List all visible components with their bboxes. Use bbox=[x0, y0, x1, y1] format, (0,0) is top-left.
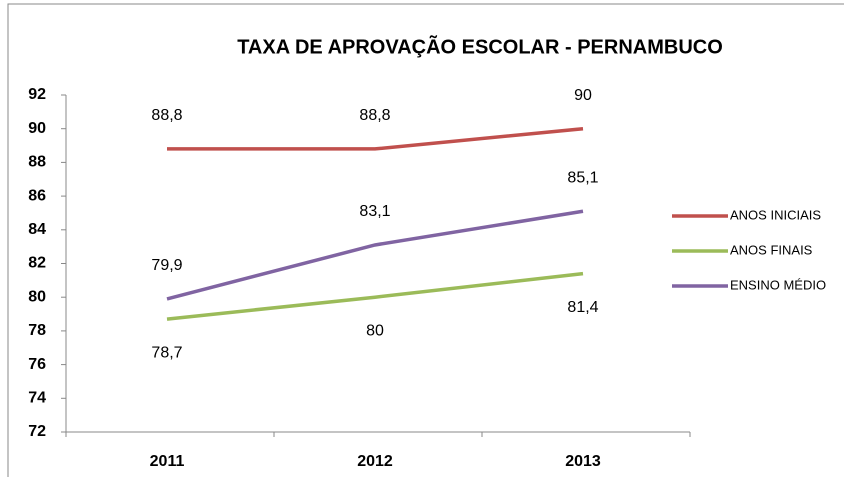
chart-frame bbox=[7, 3, 844, 477]
x-tick-label: 2012 bbox=[357, 453, 393, 470]
data-label: 80 bbox=[366, 322, 384, 339]
series-line bbox=[166, 209, 584, 301]
y-tick-label: 88 bbox=[28, 154, 46, 171]
data-label: 83,1 bbox=[359, 203, 390, 220]
data-label: 78,7 bbox=[151, 344, 182, 361]
legend-label: ANOS FINAIS bbox=[730, 242, 813, 257]
y-tick-label: 76 bbox=[28, 356, 46, 373]
y-tick-label: 86 bbox=[28, 187, 46, 204]
data-label: 81,4 bbox=[567, 299, 598, 316]
data-label: 90 bbox=[574, 87, 592, 104]
y-tick-label: 80 bbox=[28, 288, 46, 305]
data-label: 85,1 bbox=[567, 169, 598, 186]
y-tick-label: 84 bbox=[28, 221, 46, 238]
data-label: 88,8 bbox=[359, 107, 390, 124]
data-label: 79,9 bbox=[151, 257, 182, 274]
legend-label: ANOS INICIAIS bbox=[730, 207, 821, 222]
legend-label: ENSINO MÉDIO bbox=[730, 277, 826, 292]
x-tick-label: 2013 bbox=[565, 453, 601, 470]
y-tick-label: 82 bbox=[28, 255, 46, 272]
y-tick-label: 78 bbox=[28, 322, 46, 339]
series-line bbox=[166, 271, 584, 321]
y-tick-label: 74 bbox=[28, 390, 46, 407]
data-label: 88,8 bbox=[151, 107, 182, 124]
chart-title: TAXA DE APROVAÇÃO ESCOLAR - PERNAMBUCO bbox=[237, 35, 723, 58]
y-tick-label: 90 bbox=[28, 120, 46, 137]
series-line bbox=[167, 126, 584, 151]
y-tick-label: 92 bbox=[28, 86, 46, 103]
x-tick-label: 2011 bbox=[150, 453, 185, 470]
y-tick-label: 72 bbox=[28, 423, 46, 440]
